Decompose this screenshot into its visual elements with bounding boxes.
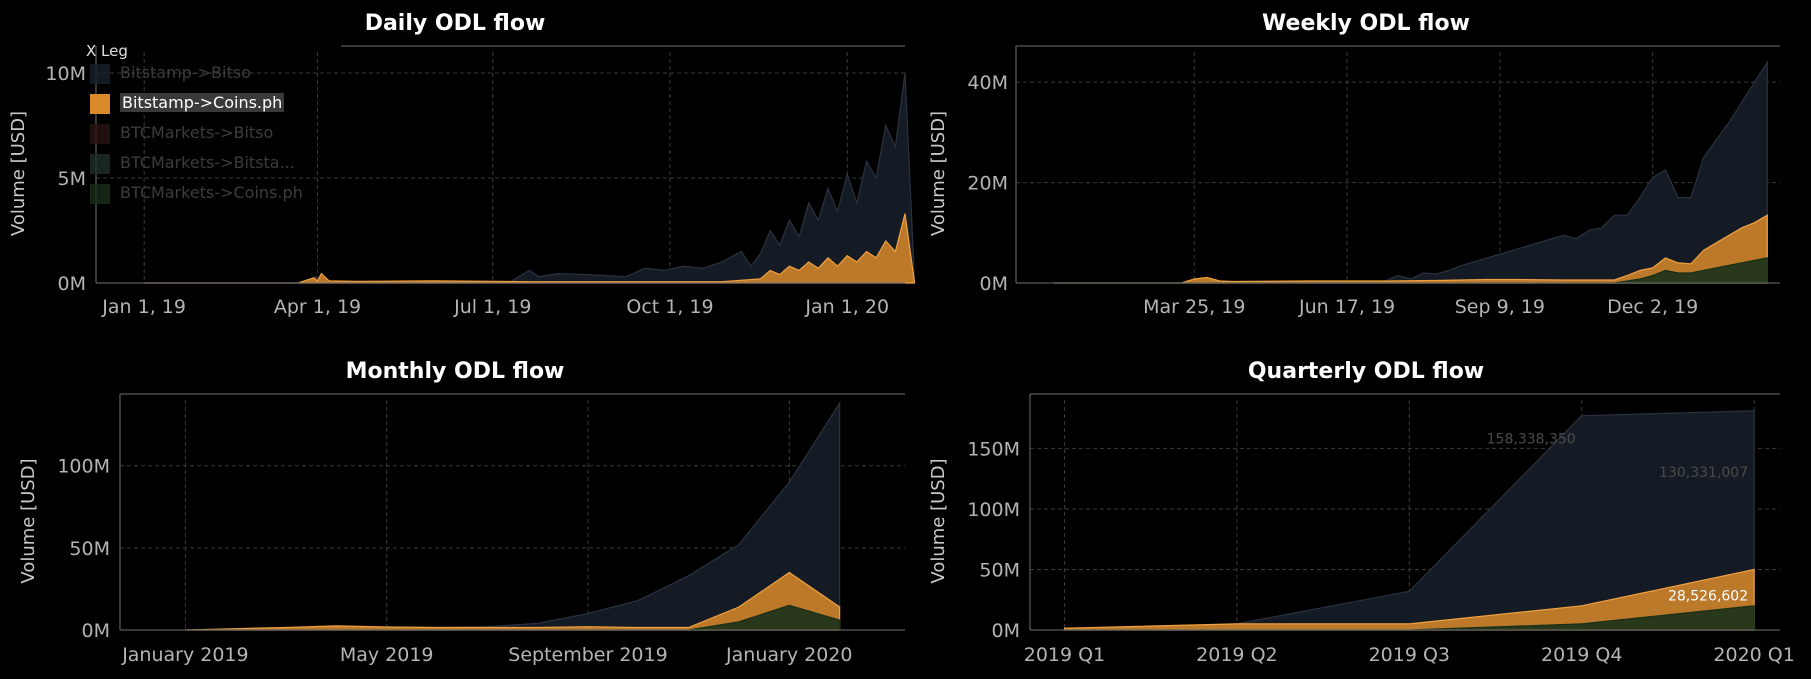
x-tick-label: January 2020 — [725, 644, 852, 666]
y-tick-label: 50M — [979, 559, 1020, 581]
legend-label: BTCMarkets->Bitsta... — [120, 153, 295, 172]
y-tick-label: 150M — [967, 438, 1020, 460]
y-tick-label: 20M — [967, 173, 1008, 195]
x-tick-label: 2019 Q4 — [1541, 644, 1622, 666]
legend-item[interactable]: BTCMarkets->Coins.ph — [90, 180, 340, 206]
x-tick-label: May 2019 — [340, 644, 434, 666]
x-tick-label: Jul 1, 19 — [453, 296, 531, 318]
data-label: 130,331,007 — [1659, 465, 1748, 481]
x-tick-label: Jun 17, 19 — [1298, 296, 1395, 318]
data-label: 28,526,602 — [1668, 588, 1748, 604]
y-tick-label: 100M — [57, 456, 110, 478]
legend-label: Bitstamp->Coins.ph — [120, 93, 285, 112]
legend-swatch — [90, 154, 110, 174]
x-tick-label: 2020 Q1 — [1713, 644, 1794, 666]
y-tick-label: 50M — [69, 538, 110, 560]
x-tick-label: Mar 25, 19 — [1143, 296, 1245, 318]
y-axis-label: Volume [USD] — [928, 458, 949, 583]
series-area — [144, 213, 916, 284]
monthly-chart: Monthly ODL flow Volume [USD] 0M 50M 100M Jan… — [18, 359, 905, 666]
legend-item[interactable]: BTCMarkets->Bitso — [90, 120, 340, 146]
legend-swatch — [90, 124, 110, 144]
x-tick-label: Sep 9, 19 — [1455, 296, 1545, 318]
y-axis-label: Volume [USD] — [928, 111, 949, 236]
legend-swatch — [90, 94, 110, 114]
y-tick-label: 100M — [967, 499, 1020, 521]
legend-label: Bitstamp->Bitso — [120, 63, 251, 82]
x-tick-label: Dec 2, 19 — [1607, 296, 1698, 318]
x-tick-label: Apr 1, 19 — [274, 296, 361, 318]
x-tick-label: 2019 Q2 — [1196, 644, 1277, 666]
legend-label: BTCMarkets->Bitso — [120, 123, 274, 142]
daily-chart: Daily ODL flow Volume [USD] 0M 5M 10M Jan 1, … — [8, 11, 916, 318]
y-tick-label: 10M — [45, 63, 86, 85]
legend-swatch — [90, 184, 110, 204]
x-tick-label: 2019 Q3 — [1369, 644, 1450, 666]
x-tick-label: January 2019 — [121, 644, 248, 666]
chart-title: Quarterly ODL flow — [1248, 359, 1484, 384]
data-label: 158,338,350 — [1487, 431, 1576, 447]
series-area — [185, 401, 841, 631]
x-tick-label: Oct 1, 19 — [626, 296, 713, 318]
x-tick-label: 2019 Q1 — [1024, 644, 1105, 666]
y-tick-label: 5M — [58, 168, 86, 190]
y-tick-label: 0M — [980, 273, 1008, 295]
quarterly-chart: Quarterly ODL flow Volume [USD] 0M 50M 100M 1… — [928, 359, 1795, 666]
chart-title: Daily ODL flow — [365, 11, 546, 36]
legend-item[interactable]: Bitstamp->Bitso — [90, 60, 340, 86]
x-tick-label: September 2019 — [508, 644, 667, 666]
chart-title: Weekly ODL flow — [1262, 11, 1470, 36]
weekly-chart: Weekly ODL flow Volume [USD] 0M 20M 40M Mar 2… — [928, 11, 1780, 318]
y-tick-label: 0M — [58, 273, 86, 295]
x-tick-label: Jan 1, 20 — [804, 296, 889, 318]
legend-title: X Leg — [86, 42, 128, 60]
legend-item[interactable]: BTCMarkets->Bitsta... — [90, 150, 340, 176]
legend-swatch — [90, 64, 110, 84]
x-tick-label: Jan 1, 19 — [101, 296, 186, 318]
legend-item[interactable]: Bitstamp->Coins.ph — [90, 90, 340, 116]
y-tick-label: 40M — [967, 72, 1008, 94]
chart-title: Monthly ODL flow — [346, 359, 565, 384]
y-axis-label: Volume [USD] — [18, 458, 39, 583]
y-axis-label: Volume [USD] — [8, 111, 29, 236]
series-area — [1054, 257, 1768, 284]
y-tick-label: 0M — [992, 620, 1020, 642]
series-area — [1054, 59, 1768, 284]
y-tick-label: 0M — [82, 620, 110, 642]
legend[interactable]: X Leg Bitstamp->Bitso Bitstamp->Coins.ph B… — [86, 40, 336, 220]
legend-label: BTCMarkets->Coins.ph — [120, 183, 303, 202]
